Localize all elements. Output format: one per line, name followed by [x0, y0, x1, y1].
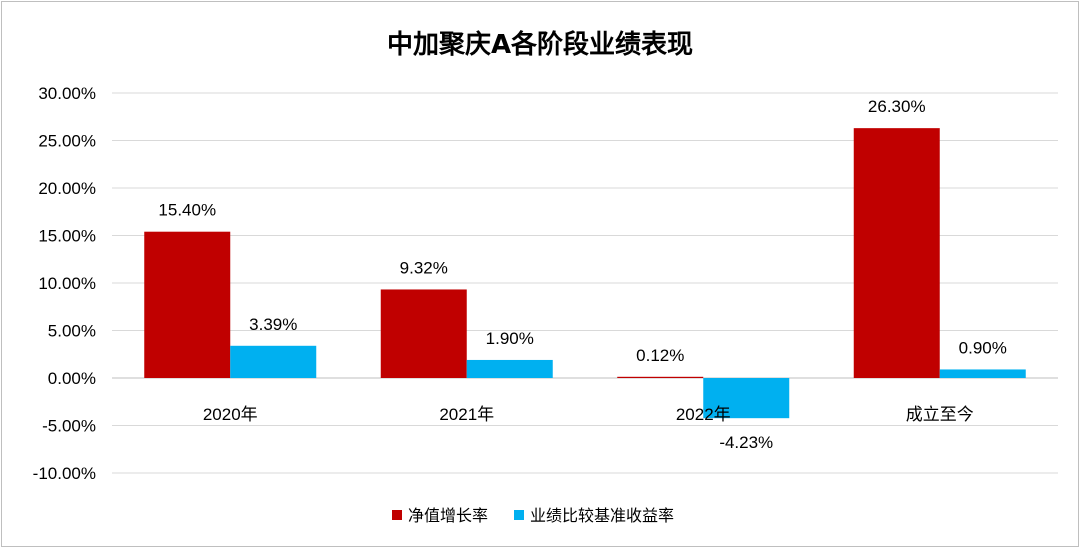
y-tick-label: -5.00%: [42, 417, 96, 436]
y-tick-label: 30.00%: [38, 84, 96, 103]
x-category-label: 2020年: [203, 405, 258, 424]
legend: 净值增长率 业绩比较基准收益率: [392, 506, 674, 525]
bar: [380, 289, 467, 378]
bar: [144, 231, 231, 378]
legend-label: 净值增长率: [408, 506, 488, 525]
data-label: 0.90%: [959, 338, 1007, 357]
bar: [853, 128, 940, 378]
y-tick-label: 5.00%: [48, 322, 96, 341]
data-label: 1.90%: [486, 329, 534, 348]
y-tick-label: 20.00%: [38, 179, 96, 198]
data-labels: 15.40% 3.39% 9.32% 1.90% 0.12% -4.23% 26.30% 0.…: [158, 97, 1006, 452]
data-label: -4.23%: [719, 433, 773, 452]
data-label: 0.12%: [636, 346, 684, 365]
y-tick-label: -10.00%: [33, 464, 96, 483]
data-label: 3.39%: [249, 315, 297, 334]
data-label: 15.40%: [158, 201, 216, 220]
x-category-label: 2021年: [439, 405, 494, 424]
legend-label: 业绩比较基准收益率: [530, 506, 674, 525]
bar: [466, 359, 553, 378]
bar: [230, 345, 317, 378]
y-tick-label: 0.00%: [48, 369, 96, 388]
x-axis-categories: 2020年 2021年 2022年 成立至今: [203, 405, 974, 424]
bar: [617, 376, 704, 378]
y-tick-label: 15.00%: [38, 227, 96, 246]
legend-swatch: [514, 510, 524, 520]
chart-title: 中加聚庆A各阶段业绩表现: [387, 29, 693, 60]
bar: [939, 369, 1026, 378]
y-axis-ticks: 30.00% 25.00% 20.00% 15.00% 10.00% 5.00% 0.00%…: [33, 84, 96, 483]
bars: [144, 128, 1026, 419]
x-category-label: 2022年: [676, 405, 731, 424]
data-label: 9.32%: [400, 258, 448, 277]
legend-swatch: [392, 510, 402, 520]
x-category-label: 成立至今: [906, 405, 974, 424]
bar: [703, 378, 790, 419]
y-tick-label: 10.00%: [38, 274, 96, 293]
data-label: 26.30%: [868, 97, 926, 116]
y-tick-label: 25.00%: [38, 132, 96, 151]
